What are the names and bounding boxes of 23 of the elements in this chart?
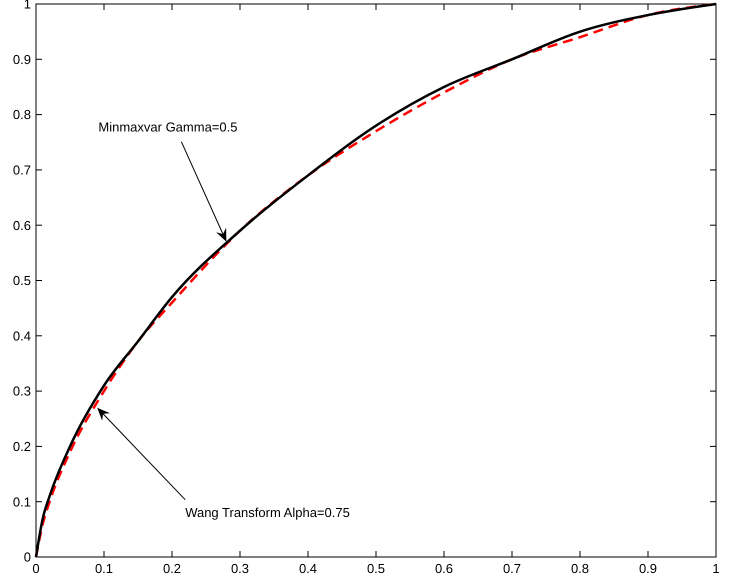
x-tick-label: 0.8: [570, 561, 590, 576]
x-tick-label: 0.2: [162, 561, 182, 576]
y-tick-label: 0.5: [12, 273, 31, 288]
x-tick-label: 0.9: [638, 561, 658, 576]
x-tick-label: 0.3: [230, 561, 250, 576]
x-tick-label: 0.7: [502, 561, 522, 576]
y-tick-label: 0.3: [12, 384, 31, 399]
x-tick-label: 1: [712, 561, 720, 576]
x-tick-label: 0.4: [298, 561, 318, 576]
annotation: Minmaxvar Gamma=0.5: [98, 120, 238, 135]
y-tick-label: 0.8: [12, 107, 31, 122]
y-tick-label: 0: [24, 550, 31, 565]
y-tick-label: 0.6: [12, 218, 31, 233]
y-tick-label: 0.7: [12, 162, 31, 178]
y-tick-label: 0.9: [12, 52, 31, 67]
y-tick-label: 0.4: [12, 328, 31, 344]
annotation: Wang Transform Alpha=0.75: [185, 505, 350, 520]
x-tick-label: 0.1: [94, 561, 114, 576]
y-tick-label: 0.2: [12, 438, 31, 454]
y-tick-label: 0.1: [12, 494, 31, 510]
x-tick-label: 0.6: [434, 561, 454, 576]
y-tick-label: 1: [24, 0, 31, 12]
x-tick-label: 0.5: [366, 561, 386, 576]
